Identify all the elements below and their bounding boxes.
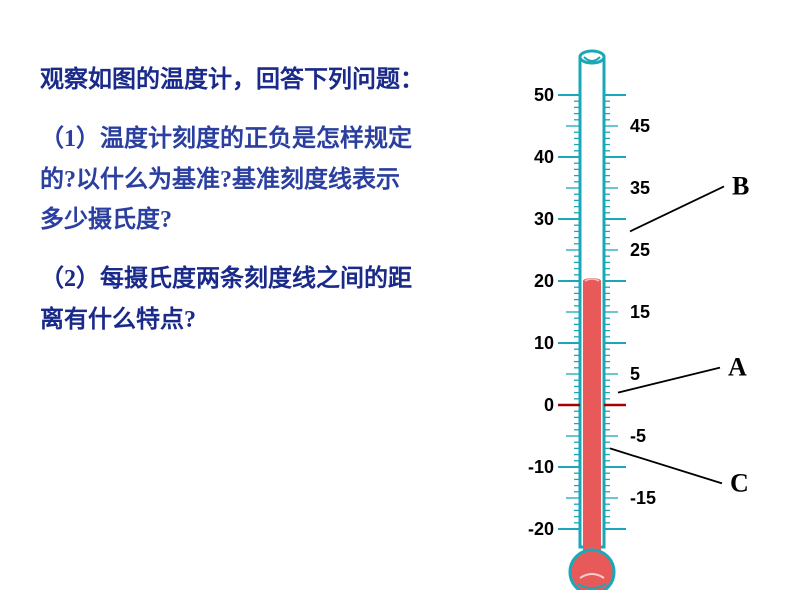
svg-text:B: B [732, 171, 749, 200]
svg-text:-10: -10 [528, 457, 554, 477]
svg-text:15: 15 [630, 302, 650, 322]
q2-line1: （2）每摄氏度两条刻度线之间的距 [40, 266, 412, 292]
svg-text:A: A [728, 353, 747, 382]
svg-text:-20: -20 [528, 519, 554, 539]
svg-text:40: 40 [534, 147, 554, 167]
q1-line2: 的?以什么为基准?基准刻度线表示 [40, 167, 400, 193]
svg-text:-5: -5 [630, 426, 646, 446]
thermometer-diagram: 50403020100-10-20453525155-5-15BAC [500, 30, 700, 590]
svg-text:-15: -15 [630, 488, 656, 508]
svg-text:10: 10 [534, 333, 554, 353]
q2-line2: 离有什么特点? [40, 307, 196, 333]
intro-line: 观察如图的温度计，回答下列问题： [40, 60, 480, 101]
svg-text:0: 0 [544, 395, 554, 415]
question-1: （1）温度计刻度的正负是怎样规定 的?以什么为基准?基准刻度线表示 多少摄氏度? [40, 119, 480, 241]
q1-line1: （1）温度计刻度的正负是怎样规定 [40, 126, 412, 152]
question-2: （2）每摄氏度两条刻度线之间的距 离有什么特点? [40, 259, 480, 341]
q1-line3: 多少摄氏度? [40, 207, 172, 233]
question-text-area: 观察如图的温度计，回答下列问题： （1）温度计刻度的正负是怎样规定 的?以什么为… [40, 60, 480, 359]
svg-text:5: 5 [630, 364, 640, 384]
svg-text:50: 50 [534, 85, 554, 105]
svg-text:25: 25 [630, 240, 650, 260]
svg-text:45: 45 [630, 116, 650, 136]
svg-text:20: 20 [534, 271, 554, 291]
svg-text:30: 30 [534, 209, 554, 229]
svg-text:35: 35 [630, 178, 650, 198]
svg-text:C: C [730, 468, 749, 497]
thermometer-svg: 50 40 30 20 10 0 -10 -20 45 35 25 15 5 -5 -15 B A C [500, 30, 760, 590]
